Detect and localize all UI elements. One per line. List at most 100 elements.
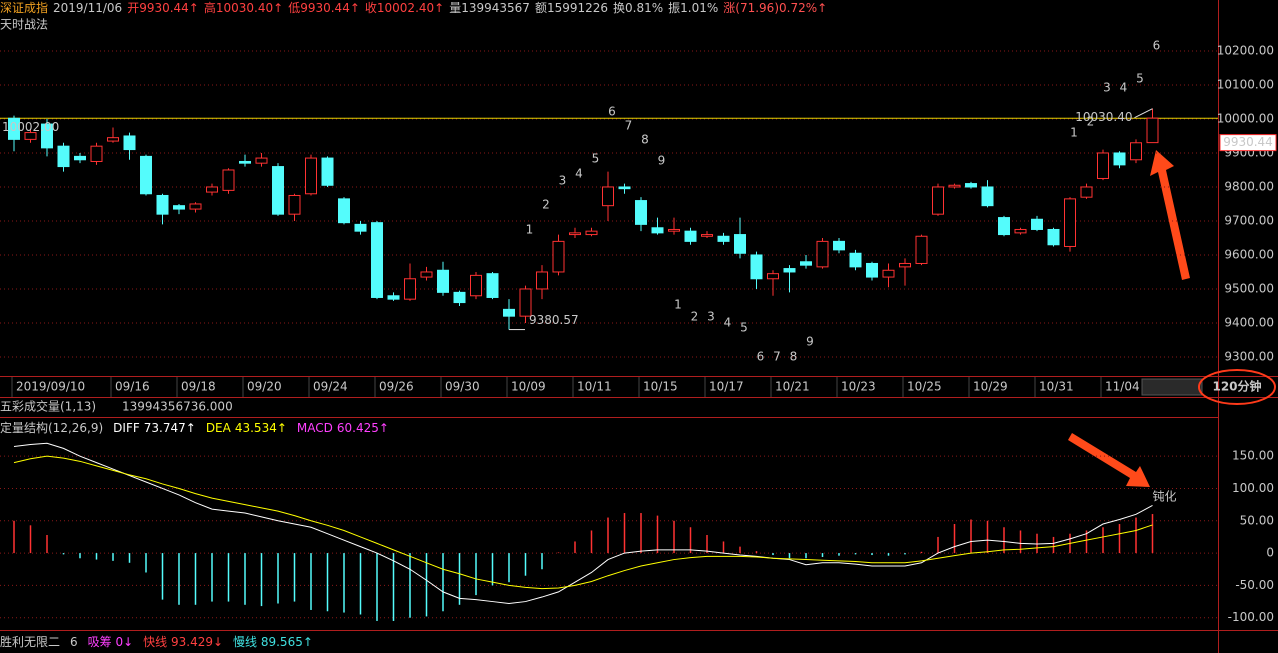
macd-bar [392, 553, 395, 621]
header-field: 涨(71.96)0.72%↑ [723, 0, 827, 15]
candle-body [849, 252, 862, 268]
macd-bar [953, 524, 956, 554]
scrollbar[interactable] [1141, 378, 1203, 396]
macd-bar [458, 553, 461, 605]
sequence-count: 4 [1120, 81, 1128, 95]
candle-body [41, 123, 53, 149]
subtitle: 天时战法 [0, 18, 48, 32]
candle-body [552, 240, 565, 273]
macd-bar [1052, 536, 1055, 554]
indicator-line [13, 455, 1153, 590]
y-tick-label: -50.00 [1235, 578, 1274, 592]
macd-bar [541, 553, 543, 570]
x-tick-label: 09/30 [445, 380, 480, 394]
sequence-count: 2 [691, 309, 699, 323]
candle-body [387, 295, 400, 300]
macd-bar [326, 553, 329, 612]
legend-value: 73.747↑ [144, 421, 196, 435]
macd-bar [425, 553, 428, 617]
macd-bar [722, 541, 725, 554]
sequence-count: 3 [559, 173, 567, 187]
candle-body [866, 262, 878, 278]
candle-body [899, 262, 911, 268]
y-tick-label: 10000.00 [1217, 111, 1274, 125]
x-tick-label: 10/17 [709, 380, 744, 394]
y-tick-label: 9500.00 [1224, 281, 1274, 295]
legend-value: 43.534↑ [235, 421, 287, 435]
macd-bar [145, 553, 147, 573]
y-tick-label: 9300.00 [1224, 349, 1274, 363]
macd-bar [46, 535, 48, 554]
y-tick-label: 10100.00 [1217, 77, 1274, 91]
macd-bar [1151, 514, 1154, 554]
candle-body [288, 194, 301, 215]
candle-body [57, 145, 70, 168]
candle-body [321, 157, 334, 186]
highlight-ellipse [1198, 369, 1276, 405]
x-tick-label: 11/04 [1105, 380, 1140, 394]
sequence-count: 2 [542, 197, 550, 211]
x-tick-label: 10/11 [577, 380, 612, 394]
y-tick-label: 100.00 [1232, 481, 1274, 495]
macd-bar [1003, 527, 1005, 554]
macd-bar [178, 553, 180, 605]
high-label: 10030.40 [1075, 110, 1132, 124]
candle-body [107, 137, 119, 142]
sequence-count: 7 [773, 349, 781, 363]
x-tick-label: 10/15 [643, 380, 678, 394]
macd-bar [475, 553, 477, 596]
candle-body [8, 117, 20, 140]
candle-body [684, 230, 697, 242]
macd-bar [376, 553, 378, 621]
x-tick-label: 09/20 [247, 380, 282, 394]
candle-body [222, 169, 235, 191]
footer-item: 胜利无限二 [0, 634, 60, 649]
y-tick-label: 0 [1266, 546, 1274, 560]
sequence-count: 1 [1070, 125, 1078, 139]
sequence-count: 3 [1103, 81, 1111, 95]
macd-bar [970, 519, 972, 554]
macd-bar [739, 546, 741, 554]
candle-body [1146, 117, 1159, 144]
macd-title: 定量结构(12,26,9) [0, 420, 103, 435]
y-tick-label: 150.00 [1232, 449, 1274, 463]
candle-body [569, 232, 581, 236]
sequence-count: 6 [608, 104, 616, 118]
macd-bar [986, 520, 989, 554]
candle-body [965, 183, 977, 188]
macd-bar [706, 535, 708, 554]
macd-bar [13, 520, 15, 554]
y-tick-label: 9600.00 [1224, 247, 1274, 261]
candle-body [239, 160, 251, 164]
candle-body [24, 132, 37, 140]
macd-bar [211, 553, 213, 602]
macd-bar [854, 553, 857, 555]
x-tick-label: 09/24 [313, 380, 348, 394]
last-price-label: 9930.44 [1223, 135, 1273, 149]
macd-bar [574, 541, 576, 554]
candle-body [1113, 152, 1126, 166]
header-field: 量139943567 [449, 1, 530, 15]
y-tick-label: 9700.00 [1224, 213, 1274, 227]
macd-bar [607, 517, 609, 554]
sequence-count: 5 [592, 152, 600, 166]
candle-body [470, 274, 482, 297]
legend-name: DEA [206, 421, 232, 435]
candle-body [800, 261, 812, 266]
candle-body [123, 135, 136, 151]
candle-body [173, 205, 185, 210]
candle-body [635, 200, 647, 225]
x-tick-label: 10/29 [973, 380, 1008, 394]
footer-item: 慢线 89.565↑ [233, 635, 313, 649]
candle-body [1097, 152, 1109, 179]
sequence-count: 5 [740, 321, 748, 335]
leader-line [1134, 108, 1153, 119]
macd-bar [1118, 524, 1121, 554]
candle-body [503, 308, 515, 317]
sequence-count: 4 [575, 167, 583, 181]
candle-body [585, 230, 598, 236]
macd-bar [524, 553, 527, 576]
sequence-count: 9 [658, 154, 666, 168]
